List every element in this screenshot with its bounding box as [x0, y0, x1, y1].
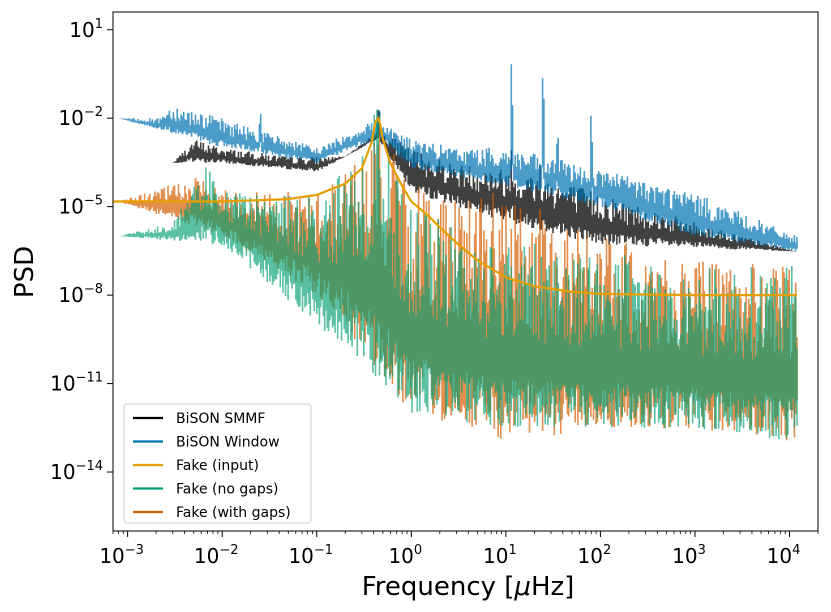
legend-label-fake-no-gaps: Fake (no gaps) — [176, 482, 278, 498]
x-tick-label: 10−2 — [194, 543, 239, 568]
y-tick-label: 10−11 — [50, 371, 103, 396]
legend-label-bison-window: BiSON Window — [176, 435, 280, 451]
y-axis-label: PSD — [10, 246, 40, 298]
legend-label-fake-with-gaps: Fake (with gaps) — [176, 505, 291, 521]
y-tick-label: 10−2 — [58, 105, 103, 130]
x-axis-label: Frequency [μHz] — [362, 572, 575, 602]
y-axis-ticks: 101 10−2 10−5 10−8 10−11 10−14 — [50, 17, 113, 484]
x-tick-label: 103 — [672, 543, 706, 568]
y-tick-label: 10−14 — [50, 459, 103, 484]
series-layer — [113, 64, 798, 441]
series-line-fake-input — [113, 116, 797, 297]
x-tick-label: 101 — [483, 543, 517, 568]
y-tick-label: 101 — [69, 17, 103, 42]
legend: BiSON SMMF BiSON Window Fake (input) Fake (… — [123, 403, 312, 524]
y-tick-label: 10−8 — [58, 282, 103, 307]
series-bison-smmf — [172, 110, 797, 252]
x-tick-label: 102 — [578, 543, 612, 568]
legend-label-bison-smmf: BiSON SMMF — [176, 411, 265, 427]
x-tick-label: 10−3 — [99, 543, 144, 568]
plot-frame — [112, 11, 819, 532]
x-tick-label: 10−1 — [288, 543, 333, 568]
series-fake-no-gaps — [119, 109, 798, 440]
y-tick-label: 10−5 — [58, 194, 103, 219]
x-tick-label: 104 — [767, 543, 801, 568]
legend-frame — [123, 403, 312, 524]
legend-label-fake-input: Fake (input) — [176, 458, 259, 474]
x-tick-label: 100 — [388, 543, 422, 568]
series-bison-window — [119, 64, 798, 251]
x-axis-ticks: 10−3 10−2 10−1 100 101 102 103 104 — [99, 531, 819, 568]
